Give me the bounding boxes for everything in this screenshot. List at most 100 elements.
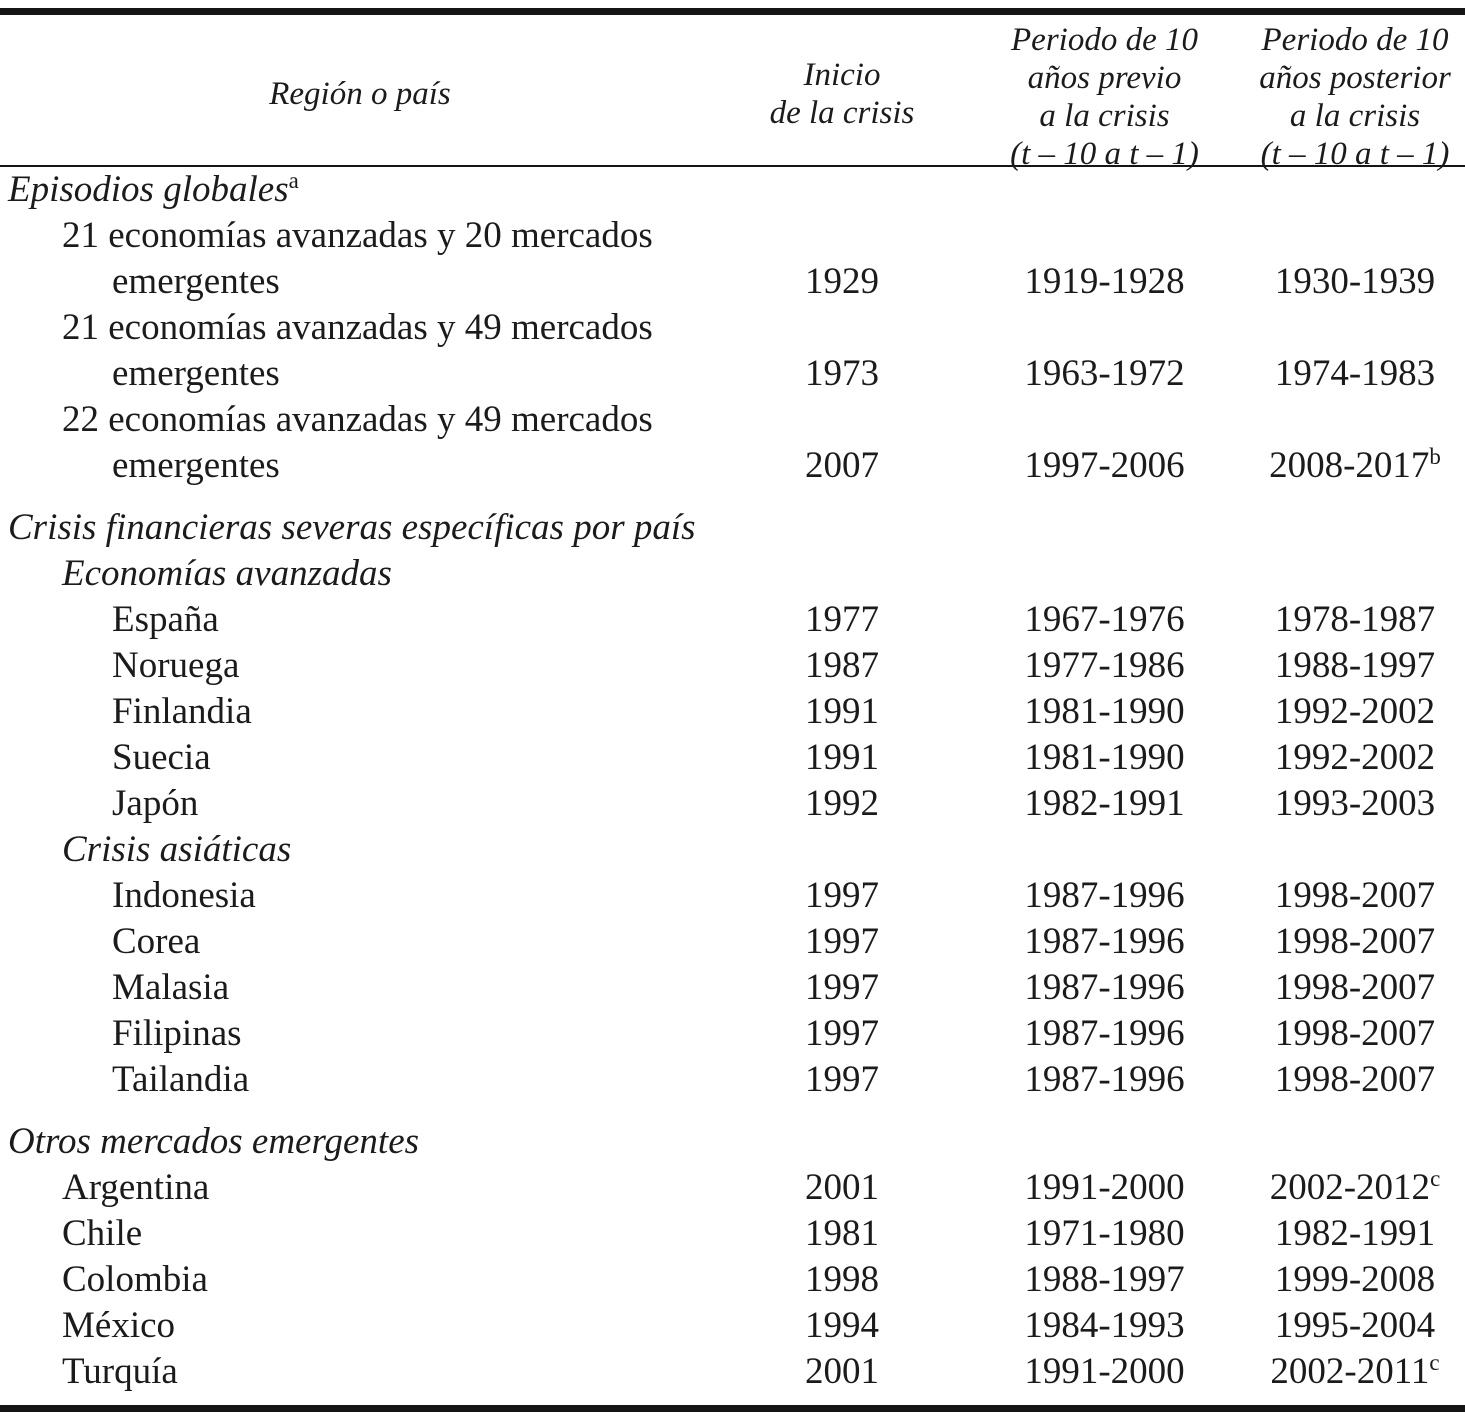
row-label-cell: Chile xyxy=(0,1211,720,1257)
cell-periodo-posterior: 1993-2003 xyxy=(1245,781,1465,827)
table-row: España 1977 1967-1976 1978-1987 xyxy=(0,597,1465,643)
table-row: Turquía 2001 1991-2000 2002-2011c xyxy=(0,1349,1465,1395)
row-label-cell: México xyxy=(0,1303,720,1349)
cell-periodo-posterior: 1998-2007 xyxy=(1245,919,1465,965)
cell-inicio-value: 1998 xyxy=(805,1259,879,1300)
cell-periodo-posterior-value: 1998-2007 xyxy=(1274,967,1436,1008)
cell-periodo-previo-value: 1981-1990 xyxy=(1024,737,1185,778)
row-label-cell: España xyxy=(0,597,720,643)
cell-periodo-previo: 1987-1996 xyxy=(964,1011,1245,1057)
table-row: Japón 1992 1982-1991 1993-2003 xyxy=(0,781,1465,827)
cell-periodo-previo-value: 1987-1996 xyxy=(1024,921,1185,962)
cell-periodo-posterior-value: 2002-2012 xyxy=(1269,1167,1431,1208)
cell-inicio: 2001 xyxy=(720,1165,964,1211)
cell-periodo-previo: 1981-1990 xyxy=(964,735,1245,781)
cell-periodo-posterior: 1974-1983 xyxy=(1245,351,1465,397)
row-label-cell: Japón xyxy=(0,781,720,827)
row-label: Chile xyxy=(62,1213,143,1254)
cell-periodo-previo: 1987-1996 xyxy=(964,965,1245,1011)
row-label: 22 economías avanzadas y 49 mercados xyxy=(62,399,653,440)
cell-periodo-posterior: 2002-2012c xyxy=(1245,1165,1465,1211)
cell-inicio: 1994 xyxy=(720,1303,964,1349)
row-label-cell: emergentes xyxy=(0,259,720,305)
cell-periodo-previo-value: 1981-1990 xyxy=(1024,691,1185,732)
section-label: Otros mercados emergentes xyxy=(8,1121,420,1162)
row-label-cell: Indonesia xyxy=(0,873,720,919)
table-row: emergentes 2007 1997-2006 2008-2017b xyxy=(0,443,1465,489)
cell-inicio xyxy=(720,213,964,259)
row-label-cell: Corea xyxy=(0,919,720,965)
header-inicio-line: Inicio xyxy=(803,57,881,93)
cell-periodo-previo-value: 1967-1976 xyxy=(1024,599,1185,640)
cell-periodo-posterior: 1978-1987 xyxy=(1245,597,1465,643)
table-row: 21 economías avanzadas y 20 mercados xyxy=(0,213,1465,259)
cell-periodo-previo xyxy=(964,305,1245,351)
header-inicio-line: de la crisis xyxy=(769,95,915,131)
cell-periodo-posterior-value: 1998-2007 xyxy=(1274,875,1436,916)
row-label: Argentina xyxy=(62,1167,210,1208)
top-rule xyxy=(0,8,1465,15)
cell-periodo-posterior: 1998-2007 xyxy=(1245,965,1465,1011)
cell-inicio: 1991 xyxy=(720,689,964,735)
subsection-row: Economías avanzadas xyxy=(0,551,1465,597)
footnote-marker: c xyxy=(1429,1350,1440,1376)
cell-periodo-posterior xyxy=(1245,397,1465,443)
cell-periodo-previo: 1982-1991 xyxy=(964,781,1245,827)
table-row: Filipinas 1997 1987-1996 1998-2007 xyxy=(0,1011,1465,1057)
row-label: Malasia xyxy=(112,967,230,1008)
cell-periodo-previo: 1987-1996 xyxy=(964,873,1245,919)
cell-periodo-previo: 1991-2000 xyxy=(964,1349,1245,1395)
row-label-cell: 21 economías avanzadas y 20 mercados xyxy=(0,213,720,259)
cell-periodo-posterior-value: 1999-2008 xyxy=(1274,1259,1436,1300)
cell-periodo-posterior: 1998-2007 xyxy=(1245,873,1465,919)
table-row: Indonesia 1997 1987-1996 1998-2007 xyxy=(0,873,1465,919)
section-row: Otros mercados emergentes xyxy=(0,1119,1465,1165)
bottom-rule xyxy=(0,1405,1465,1412)
cell-periodo-previo-value: 1987-1996 xyxy=(1024,1059,1185,1100)
row-label: Finlandia xyxy=(112,691,252,732)
cell-inicio: 1998 xyxy=(720,1257,964,1303)
row-label: Noruega xyxy=(112,645,240,686)
cell-periodo-previo-value: 1991-2000 xyxy=(1024,1351,1185,1392)
cell-inicio xyxy=(720,305,964,351)
cell-periodo-posterior: 1999-2008 xyxy=(1245,1257,1465,1303)
cell-periodo-posterior-value: 1982-1991 xyxy=(1274,1213,1436,1254)
cell-periodo-previo-value: 1919-1928 xyxy=(1024,261,1185,302)
cell-periodo-posterior: 1992-2002 xyxy=(1245,689,1465,735)
table-body: Episodios globalesa 21 economías avanzada… xyxy=(0,167,1465,1395)
cell-inicio-value: 2001 xyxy=(805,1351,879,1392)
cell-periodo-previo: 1987-1996 xyxy=(964,1057,1245,1103)
cell-periodo-posterior-value: 1998-2007 xyxy=(1274,921,1436,962)
table-row: emergentes 1929 1919-1928 1930-1939 xyxy=(0,259,1465,305)
row-label-cell: Turquía xyxy=(0,1349,720,1395)
row-label: Corea xyxy=(112,921,201,962)
cell-periodo-posterior: 1992-2002 xyxy=(1245,735,1465,781)
cell-inicio-value: 1994 xyxy=(805,1305,879,1346)
cell-periodo-previo-value: 1982-1991 xyxy=(1024,783,1185,824)
cell-inicio-value: 1997 xyxy=(805,921,879,962)
table-row: México 1994 1984-1993 1995-2004 xyxy=(0,1303,1465,1349)
cell-periodo-posterior-value: 1998-2007 xyxy=(1274,1013,1436,1054)
section-label-cell: Otros mercados emergentes xyxy=(0,1119,1465,1165)
cell-inicio-value: 1992 xyxy=(805,783,879,824)
cell-inicio: 1997 xyxy=(720,919,964,965)
cell-inicio-value: 1997 xyxy=(805,967,879,1008)
row-label: 21 economías avanzadas y 20 mercados xyxy=(62,215,653,256)
row-label-cell: Noruega xyxy=(0,643,720,689)
cell-inicio: 1929 xyxy=(720,259,964,305)
cell-periodo-posterior-value: 1988-1997 xyxy=(1274,645,1436,686)
row-label: emergentes xyxy=(112,261,280,302)
table-row: Suecia 1991 1981-1990 1992-2002 xyxy=(0,735,1465,781)
cell-inicio: 2007 xyxy=(720,443,964,489)
cell-periodo-posterior: 1988-1997 xyxy=(1245,643,1465,689)
cell-periodo-previo: 1997-2006 xyxy=(964,443,1245,489)
table-row: Argentina 2001 1991-2000 2002-2012c xyxy=(0,1165,1465,1211)
row-label: México xyxy=(62,1305,176,1346)
table-header: Región o país Inicio de la crisis Period… xyxy=(0,15,1465,172)
header-cell-region: Región o país xyxy=(0,15,720,173)
header-previo-line: Periodo de 10 xyxy=(1011,22,1198,58)
row-label: 21 economías avanzadas y 49 mercados xyxy=(62,307,653,348)
cell-inicio: 1981 xyxy=(720,1211,964,1257)
